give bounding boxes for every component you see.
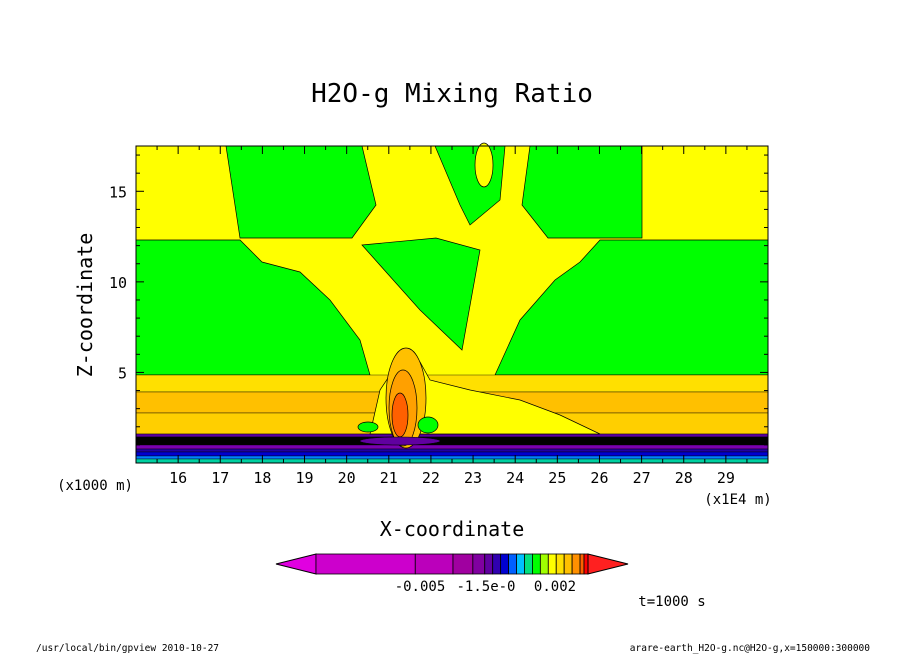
x-tick-label: 19 [296,469,314,487]
colorbar-swatch [579,553,585,575]
colorbar-arrow-high [587,553,629,575]
colorbar-swatch [532,553,541,575]
x-tick-label: 29 [717,469,735,487]
colorbar-swatch [555,553,565,575]
colorbar-swatch [414,553,454,575]
colorbar-swatch [484,553,494,575]
y-axis-label: Z-coordinate [73,233,97,378]
colorbar-swatch [315,553,416,575]
colorbar-swatch [516,553,525,575]
x-tick-label: 26 [590,469,608,487]
contour-region [359,436,441,446]
x-tick-label: 24 [506,469,524,487]
y-tick-label: 5 [118,364,127,382]
x-unit-right: (x1E4 m) [704,492,771,508]
x-tick-label: 23 [464,469,482,487]
x-tick-label: 25 [548,469,566,487]
contour-band [135,448,769,453]
colorbar-swatch [452,553,474,575]
contour-region [521,145,643,239]
colorbar-label: -1.5e-0 [456,579,515,595]
y-tick-label: 15 [109,183,127,201]
contour-band [135,451,769,457]
chart-title: H2O-g Mixing Ratio [311,79,593,109]
colorbar-swatch [547,553,557,575]
contour-band [135,455,769,460]
colorbar-label: -0.005 [395,579,446,595]
x-tick-label: 27 [633,469,651,487]
footer-right: arare-earth_H2O-g.nc@H2O-g,x=150000:3000… [630,643,870,654]
colorbar-swatch [492,553,502,575]
colorbar-label: 0.002 [534,579,576,595]
colorbar-swatch [571,553,581,575]
y-tick-label: 10 [109,274,127,292]
contour-region [391,392,409,438]
x-axis-label: X-coordinate [380,517,525,541]
colorbar-swatch [472,553,486,575]
colorbar: -0.005 -1.5e-0 0.002 [275,553,629,595]
x-unit-left: (x1000 m) [57,478,133,494]
x-tick-label: 21 [380,469,398,487]
colorbar-swatch [500,553,509,575]
colorbar-swatch [524,553,533,575]
footer-left: /usr/local/bin/gpview 2010-10-27 [36,643,219,654]
plot-area: 16 17 18 19 20 21 22 23 24 25 26 27 28 29 5 10 15 [109,142,769,487]
contour-region [361,237,481,351]
x-tick-label: 18 [253,469,271,487]
contour-region [474,142,494,188]
contour-region [417,416,439,434]
time-label: t=1000 s [638,594,705,610]
colorbar-swatch [563,553,573,575]
x-tick-label: 17 [211,469,229,487]
x-tick-label: 20 [338,469,356,487]
colorbar-swatch [508,553,517,575]
contour-region [357,421,379,433]
colorbar-arrow-low [275,553,317,575]
contour-band [135,444,769,450]
x-tick-label: 16 [169,469,187,487]
colorbar-swatch [539,553,549,575]
colorbar-swatch [583,553,589,575]
contour-band [135,433,769,438]
contour-band [135,436,769,446]
contour-region [225,145,377,239]
x-tick-label: 22 [422,469,440,487]
x-tick-label: 28 [675,469,693,487]
